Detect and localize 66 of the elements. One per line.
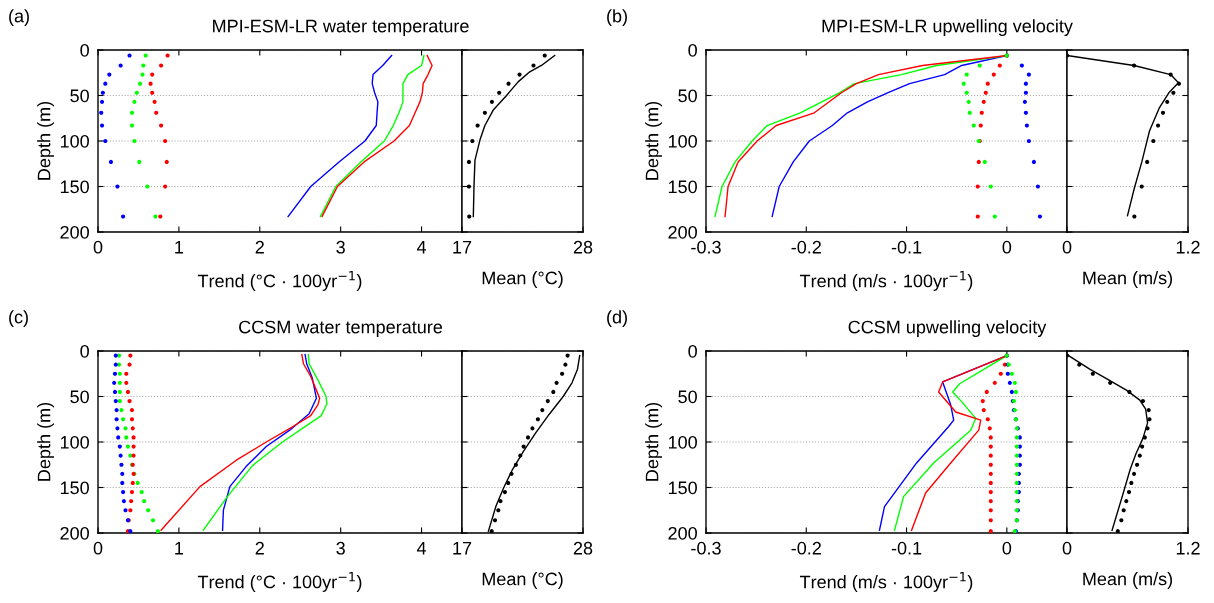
x-tick-label: 1 — [175, 542, 184, 555]
x-axis-title: Mean (m/s) — [1083, 271, 1173, 288]
x-axis-title: Trend (m/s · 100yr$^{−1}$) — [799, 572, 973, 592]
x-axis-title: Mean (°C) — [482, 271, 563, 288]
y-tick-label: 0 — [80, 43, 89, 57]
x-tick-label: 0 — [1062, 240, 1072, 254]
y-tick-label: 100 — [668, 435, 697, 449]
y-tick-label: 150 — [60, 180, 89, 194]
y-tick-label: 50 — [678, 390, 697, 404]
x-tick-label: 28 — [573, 541, 593, 555]
x-tick-label: 1.2 — [1176, 541, 1200, 555]
x-tick-label: 4 — [416, 241, 427, 254]
x-axis-title: Trend (°C · 100yr$^{−1}$) — [197, 572, 362, 592]
y-tick-label: 200 — [668, 526, 697, 540]
x-axis-title: Mean (m/s) — [1083, 572, 1173, 589]
y-tick-label: 150 — [668, 481, 697, 495]
x-tick-label: 3 — [336, 240, 345, 254]
x-tick-label: -0.3 — [691, 541, 721, 555]
x-axis-title: Trend (°C · 100yr$^{−1}$) — [197, 271, 362, 291]
y-tick-label: 50 — [70, 390, 89, 404]
x-tick-label: -0.1 — [891, 541, 922, 555]
text: (c) — [9, 310, 28, 327]
x-axis-title: Trend (m/s · 100yr$^{−1}$) — [799, 271, 973, 291]
chart-title: CCSM water temperature — [239, 320, 443, 337]
text: (b) — [607, 9, 627, 26]
chart-title: MPI-ESM-LR upwelling velocity — [822, 19, 1073, 36]
x-tick-label: 0 — [93, 240, 103, 254]
y-tick-label: 0 — [80, 344, 89, 358]
y-tick-label: 200 — [60, 526, 89, 540]
x-tick-label: 1 — [175, 241, 184, 254]
y-tick-label: 150 — [668, 180, 697, 194]
x-tick-label: 28 — [573, 240, 593, 254]
y-tick-label: 150 — [60, 481, 89, 495]
text: (d) — [607, 310, 627, 327]
x-tick-label: -0.1 — [891, 240, 922, 254]
y-tick-label: 0 — [688, 43, 697, 57]
x-tick-label: 0 — [1062, 541, 1072, 555]
y-tick-label: 100 — [60, 435, 89, 449]
y-tick-label: 200 — [668, 225, 697, 239]
x-tick-label: 0 — [93, 541, 103, 555]
x-tick-label: -0.2 — [791, 541, 821, 555]
text: (a) — [9, 9, 29, 26]
x-axis-title: Mean (°C) — [482, 572, 563, 589]
y-tick-label: 50 — [678, 89, 697, 103]
y-tick-label: 100 — [668, 134, 697, 148]
x-tick-label: 1.2 — [1176, 240, 1200, 254]
chart-title: MPI-ESM-LR water temperature — [213, 19, 469, 36]
x-tick-label: -0.2 — [791, 240, 821, 254]
y-tick-label: 0 — [688, 344, 697, 358]
chart-title: CCSM upwelling velocity — [848, 320, 1047, 337]
x-tick-label: 4 — [416, 542, 427, 555]
x-tick-label: 2 — [255, 240, 264, 254]
y-tick-label: 200 — [60, 225, 89, 239]
y-axis-title: Depth (m) — [645, 402, 662, 481]
y-tick-label: 50 — [70, 89, 89, 103]
y-axis-title: Depth (m) — [37, 402, 54, 481]
x-tick-label: 0 — [1002, 541, 1012, 555]
x-tick-label: 17 — [453, 241, 472, 254]
x-tick-label: 2 — [255, 541, 264, 555]
y-axis-title: Depth (m) — [645, 101, 662, 180]
x-tick-label: 17 — [453, 542, 472, 555]
y-tick-label: 100 — [60, 134, 89, 148]
y-axis-title: Depth (m) — [37, 101, 54, 180]
x-tick-label: 0 — [1002, 240, 1012, 254]
x-tick-label: 3 — [336, 541, 345, 555]
x-tick-label: -0.3 — [691, 240, 721, 254]
